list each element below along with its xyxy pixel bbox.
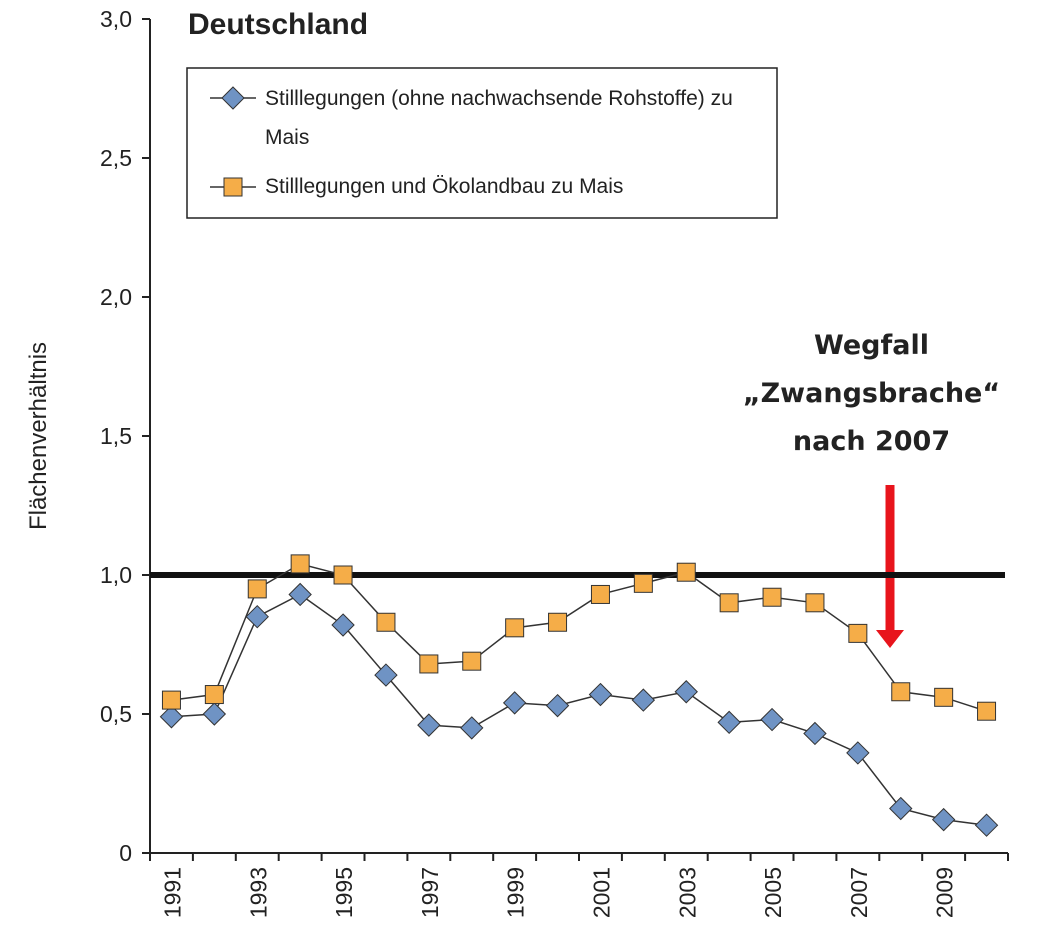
marker [505, 618, 525, 638]
marker [290, 554, 310, 574]
chart-title: Deutschland [188, 8, 368, 41]
marker [462, 651, 482, 671]
marker [221, 86, 245, 110]
marker [931, 807, 956, 832]
marker [545, 693, 570, 718]
arrow-head [876, 630, 904, 648]
legend-label: Stilllegungen (ohne nachwachsende Rohsto… [265, 87, 733, 149]
y-tick-label: 0 [119, 840, 132, 866]
legend-box [186, 67, 778, 219]
y-axis-label: Flächenverhältnis [25, 342, 52, 530]
x-tick-label: 1997 [417, 867, 443, 918]
marker [202, 702, 227, 726]
y-tick-label: 1,5 [100, 423, 132, 449]
legend-label: Stilllegungen und Ökolandbau zu Mais [265, 175, 624, 198]
marker [331, 613, 355, 637]
marker [762, 587, 782, 607]
marker [719, 593, 739, 613]
annotation: Wegfall „Zwangsbrache“ nach 2007 [700, 322, 1043, 466]
marker [419, 654, 439, 674]
marker [717, 710, 741, 735]
x-tick-label: 2001 [588, 867, 614, 918]
x-tick-label: 1995 [331, 867, 357, 918]
y-tick-label: 3,0 [100, 6, 132, 32]
x-tick-label: 2003 [674, 867, 700, 918]
marker [631, 688, 656, 712]
marker [374, 663, 398, 687]
marker [803, 721, 827, 746]
x-tick-label: 2007 [846, 867, 872, 918]
y-tick-label: 1,0 [100, 562, 132, 588]
x-tick-label: 1993 [245, 867, 271, 918]
marker [977, 701, 997, 721]
x-tick-label: 2005 [760, 867, 786, 918]
annotation-line: „Zwangsbrache“ [742, 378, 1001, 409]
y-tick-label: 0,5 [100, 701, 132, 727]
marker [333, 565, 353, 585]
marker [223, 177, 243, 197]
marker [891, 682, 911, 702]
marker [159, 705, 184, 729]
annotation-line: Wegfall [814, 330, 929, 361]
marker [633, 573, 653, 593]
marker [204, 685, 224, 705]
marker [676, 562, 696, 582]
marker [588, 682, 613, 707]
marker [376, 612, 396, 632]
marker [288, 582, 312, 607]
marker [247, 579, 267, 599]
marker [674, 680, 698, 704]
marker [161, 690, 181, 710]
y-tick-label: 2,0 [100, 284, 132, 310]
marker [848, 623, 868, 643]
marker [760, 707, 784, 732]
marker [805, 593, 825, 613]
x-tick-label: 1999 [503, 867, 529, 918]
marker [460, 716, 484, 740]
marker [502, 691, 527, 715]
marker [974, 813, 999, 837]
y-tick-label: 2,5 [100, 145, 132, 171]
x-tick-label: 1991 [159, 867, 185, 918]
marker [846, 741, 870, 765]
marker [934, 687, 954, 707]
marker [548, 612, 568, 632]
marker [889, 796, 913, 821]
marker [245, 604, 269, 629]
marker [417, 713, 441, 737]
annotation-line: nach 2007 [792, 426, 951, 457]
x-tick-label: 2009 [932, 867, 958, 918]
marker [590, 584, 610, 604]
